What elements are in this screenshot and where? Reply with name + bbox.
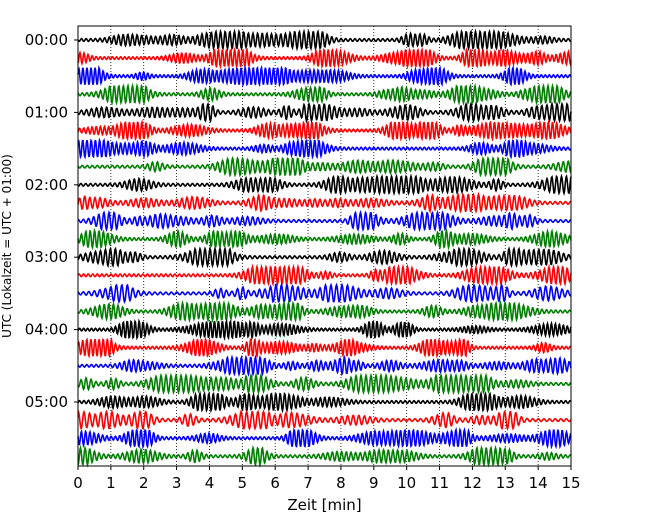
x-tick-label: 1 bbox=[106, 474, 116, 492]
seismic-trace bbox=[77, 28, 572, 52]
seismic-trace bbox=[77, 119, 572, 142]
y-tick-label: 03:00 bbox=[25, 248, 68, 266]
seismic-trace bbox=[77, 390, 572, 414]
seismic-trace bbox=[77, 191, 572, 214]
seismic-trace bbox=[77, 173, 572, 197]
seismic-trace bbox=[77, 444, 572, 468]
x-axis-label: Zeit [min] bbox=[287, 496, 361, 514]
x-tick-label: 0 bbox=[73, 474, 83, 492]
seismic-trace bbox=[77, 137, 572, 160]
y-tick-label: 05:00 bbox=[25, 393, 68, 411]
seismic-trace bbox=[77, 372, 572, 396]
x-tick-label: 7 bbox=[303, 474, 313, 492]
seismic-trace bbox=[77, 409, 572, 431]
seismic-trace bbox=[77, 245, 572, 269]
seismic-traces bbox=[77, 28, 572, 468]
seismic-trace bbox=[77, 354, 572, 378]
seismic-trace bbox=[77, 227, 572, 251]
y-tick-label: 04:00 bbox=[25, 321, 68, 339]
seismic-trace bbox=[77, 155, 572, 178]
x-tick-label: 10 bbox=[397, 474, 416, 492]
x-tick-label: 4 bbox=[205, 474, 215, 492]
x-tick-label: 6 bbox=[270, 474, 280, 492]
y-tick-label: 02:00 bbox=[25, 176, 68, 194]
seismic-trace bbox=[77, 263, 572, 287]
seismic-trace bbox=[77, 336, 572, 359]
seismic-trace bbox=[77, 46, 572, 70]
x-tick-label: 5 bbox=[238, 474, 248, 492]
x-tick-label: 8 bbox=[336, 474, 346, 492]
plot-frame bbox=[77, 25, 572, 467]
seismic-trace bbox=[77, 82, 572, 106]
x-tick-label: 12 bbox=[463, 474, 482, 492]
x-tick-label: 13 bbox=[496, 474, 515, 492]
seismic-trace bbox=[77, 64, 572, 88]
x-tick-label: 2 bbox=[139, 474, 149, 492]
x-axis-ticks: 0 1 2 3 4 5 6 7 8 9 10 11 12 13 14 15 bbox=[73, 466, 581, 492]
x-tick-label: 14 bbox=[529, 474, 548, 492]
y-tick-label: 01:00 bbox=[25, 103, 68, 121]
y-tick-label: 00:00 bbox=[25, 31, 68, 49]
y-axis-label: UTC (Lokalzeit = UTC + 01:00) bbox=[0, 154, 14, 338]
seismic-trace bbox=[77, 426, 572, 450]
seismic-trace bbox=[77, 282, 572, 305]
seismic-trace bbox=[77, 209, 572, 233]
x-tick-label: 11 bbox=[430, 474, 449, 492]
seismic-trace bbox=[77, 318, 572, 342]
x-tick-label: 15 bbox=[561, 474, 580, 492]
x-tick-label: 3 bbox=[172, 474, 182, 492]
x-tick-label: 9 bbox=[369, 474, 379, 492]
seismic-trace bbox=[77, 299, 572, 324]
y-axis-ticks: 00:00 01:00 02:00 03:00 04:00 05:00 bbox=[25, 31, 78, 411]
seismic-trace bbox=[77, 101, 572, 124]
